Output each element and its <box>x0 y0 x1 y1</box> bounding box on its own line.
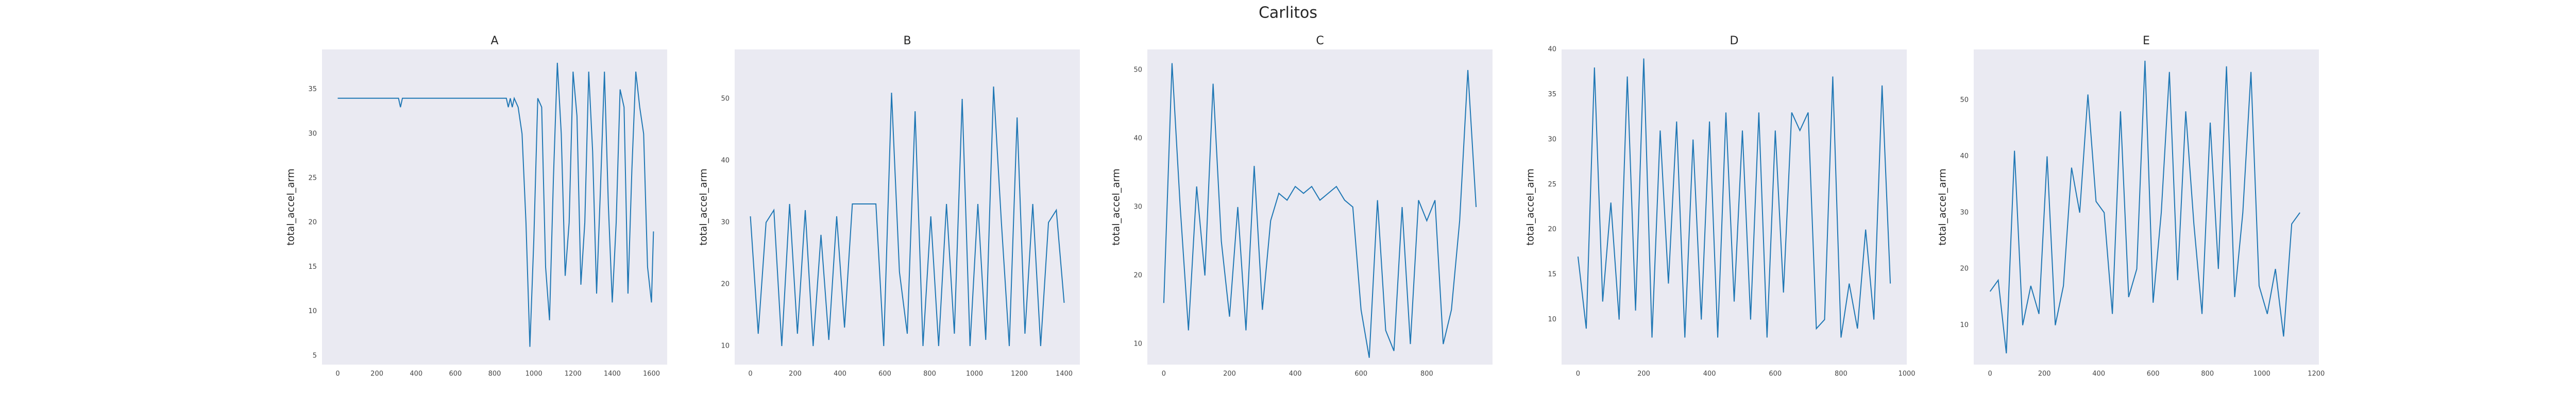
x-tick-label: 800 <box>1835 370 1848 378</box>
x-tick-label: 1000 <box>1898 370 1915 378</box>
x-tick-label: 1200 <box>1011 370 1028 378</box>
x-tick-label: 800 <box>1420 370 1433 378</box>
y-tick-label: 10 <box>1548 316 1556 323</box>
x-tick-label: 600 <box>878 370 891 378</box>
y-tick-label: 20 <box>1960 265 1969 273</box>
y-tick-label: 20 <box>308 219 317 227</box>
plot-area <box>322 49 667 365</box>
y-tick-label: 40 <box>1960 152 1969 160</box>
x-tick-label: 200 <box>1637 370 1650 378</box>
data-line <box>750 86 1065 347</box>
x-tick-label: 800 <box>488 370 501 378</box>
plot-area <box>735 49 1080 365</box>
x-tick-label: 0 <box>748 370 752 378</box>
y-tick-label: 20 <box>721 281 730 288</box>
y-tick-label: 30 <box>721 219 730 227</box>
x-tick-label: 200 <box>789 370 802 378</box>
y-tick-label: 25 <box>308 174 317 182</box>
x-tick-label: 600 <box>1769 370 1782 378</box>
x-tick-label: 1200 <box>565 370 582 378</box>
subplot-title: B <box>903 35 911 47</box>
data-line <box>1989 60 2300 354</box>
y-tick-label: 5 <box>313 352 317 359</box>
data-line <box>1163 63 1477 358</box>
x-tick-label: 1400 <box>604 370 621 378</box>
y-axis-label: total_accel_arm <box>1937 168 1948 246</box>
data-line <box>1577 58 1891 338</box>
y-tick-label: 15 <box>1548 271 1556 279</box>
y-axis-label: total_accel_arm <box>1111 168 1122 246</box>
y-axis-label: total_accel_arm <box>1525 168 1536 246</box>
x-tick-label: 0 <box>1988 370 1992 378</box>
y-tick-label: 35 <box>1548 91 1556 98</box>
y-tick-label: 20 <box>1133 272 1142 280</box>
y-tick-label: 30 <box>1548 135 1556 143</box>
subplot-title: A <box>490 35 498 47</box>
y-tick-label: 50 <box>1960 96 1969 104</box>
x-tick-label: 400 <box>2092 370 2105 378</box>
x-tick-label: 800 <box>2201 370 2214 378</box>
x-tick-label: 0 <box>1162 370 1166 378</box>
y-tick-label: 40 <box>1548 46 1556 54</box>
x-tick-label: 200 <box>1223 370 1236 378</box>
subplot-title: D <box>1730 35 1739 47</box>
y-tick-label: 30 <box>308 130 317 138</box>
y-axis-label: total_accel_arm <box>698 168 709 246</box>
x-tick-label: 400 <box>1703 370 1716 378</box>
y-tick-label: 40 <box>1133 134 1142 142</box>
x-tick-label: 400 <box>410 370 422 378</box>
y-tick-label: 50 <box>721 95 730 103</box>
y-tick-label: 10 <box>721 342 730 350</box>
x-tick-label: 1200 <box>2308 370 2325 378</box>
x-tick-label: 800 <box>923 370 936 378</box>
y-tick-label: 50 <box>1133 66 1142 74</box>
subplot-title: E <box>2143 35 2150 47</box>
plot-area <box>1147 49 1493 365</box>
x-tick-label: 600 <box>449 370 462 378</box>
y-tick-label: 30 <box>1133 203 1142 211</box>
y-tick-label: 40 <box>721 157 730 165</box>
x-tick-label: 1000 <box>966 370 983 378</box>
figure-title: Carlitos <box>1259 4 1317 22</box>
x-tick-label: 400 <box>834 370 846 378</box>
x-tick-label: 1000 <box>2253 370 2270 378</box>
x-tick-label: 200 <box>2038 370 2051 378</box>
y-tick-label: 30 <box>1960 209 1969 216</box>
x-tick-label: 400 <box>1289 370 1302 378</box>
y-tick-label: 10 <box>308 307 317 315</box>
x-tick-label: 600 <box>1354 370 1367 378</box>
x-tick-label: 600 <box>2147 370 2160 378</box>
y-tick-label: 20 <box>1548 226 1556 233</box>
y-tick-label: 35 <box>308 85 317 93</box>
y-tick-label: 25 <box>1548 181 1556 188</box>
x-tick-label: 1400 <box>1056 370 1073 378</box>
y-tick-label: 10 <box>1133 340 1142 348</box>
x-tick-label: 0 <box>335 370 340 378</box>
x-tick-label: 1600 <box>643 370 660 378</box>
subplot-title: C <box>1316 35 1324 47</box>
x-tick-label: 1000 <box>526 370 543 378</box>
data-line <box>337 62 654 347</box>
y-tick-label: 15 <box>308 263 317 271</box>
y-axis-label: total_accel_arm <box>285 168 297 246</box>
x-tick-label: 0 <box>1576 370 1580 378</box>
x-tick-label: 200 <box>370 370 383 378</box>
y-tick-label: 10 <box>1960 321 1969 329</box>
